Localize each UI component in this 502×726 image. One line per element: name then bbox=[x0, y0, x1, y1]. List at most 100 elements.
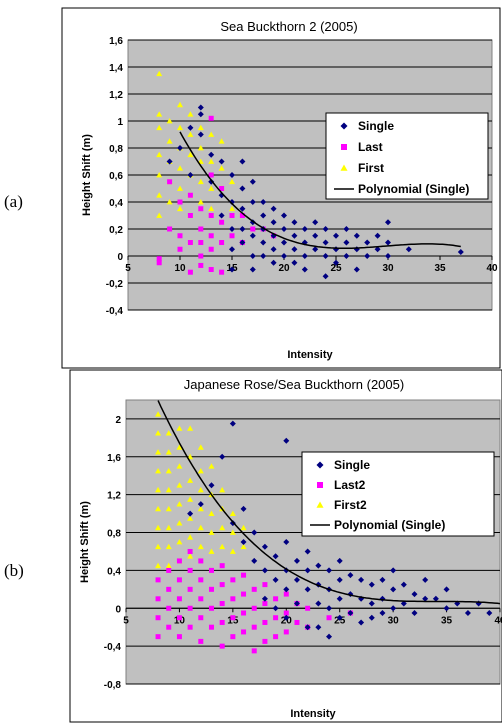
data-point bbox=[251, 605, 257, 611]
data-point bbox=[400, 600, 407, 607]
x-tick-label: 40 bbox=[494, 615, 502, 626]
y-tick-label: -0,4 bbox=[106, 306, 124, 317]
data-point bbox=[390, 567, 397, 574]
data-point bbox=[343, 239, 350, 246]
data-point bbox=[230, 577, 236, 583]
data-point bbox=[312, 232, 319, 239]
y-tick-label: -0,2 bbox=[106, 279, 124, 290]
data-point bbox=[229, 548, 236, 554]
data-point bbox=[229, 246, 235, 253]
data-point bbox=[272, 576, 279, 583]
y-tick-label: 1,6 bbox=[107, 453, 121, 464]
data-point bbox=[187, 567, 193, 573]
data-point bbox=[358, 619, 365, 626]
data-point bbox=[198, 596, 204, 602]
data-point bbox=[208, 624, 214, 630]
data-point bbox=[374, 246, 381, 253]
data-point bbox=[385, 253, 391, 259]
data-point bbox=[187, 240, 193, 245]
y-tick-label: 0,4 bbox=[109, 198, 123, 209]
data-point bbox=[443, 605, 450, 612]
y-tick-label: 0 bbox=[117, 252, 123, 263]
data-point bbox=[251, 557, 258, 564]
legend-box bbox=[301, 451, 495, 537]
data-point bbox=[291, 259, 298, 266]
data-point bbox=[249, 199, 256, 205]
data-point bbox=[250, 226, 256, 232]
data-point bbox=[176, 482, 183, 488]
data-point bbox=[312, 219, 319, 226]
data-point bbox=[241, 572, 247, 578]
data-point bbox=[283, 614, 290, 621]
data-point bbox=[336, 614, 343, 621]
data-point bbox=[165, 430, 172, 436]
data-point bbox=[347, 572, 354, 579]
data-point bbox=[322, 273, 329, 280]
data-point bbox=[165, 543, 172, 550]
data-point bbox=[251, 529, 258, 536]
data-point bbox=[241, 591, 247, 597]
data-point bbox=[374, 232, 381, 239]
data-point bbox=[176, 425, 183, 431]
data-point bbox=[322, 253, 329, 259]
panel-label-b: (b) bbox=[4, 561, 24, 580]
data-point bbox=[187, 510, 194, 517]
data-point bbox=[156, 151, 163, 158]
data-point bbox=[260, 253, 267, 259]
data-point bbox=[155, 411, 162, 417]
data-point bbox=[229, 205, 235, 212]
data-point bbox=[165, 486, 172, 493]
y-tick-label: 0 bbox=[115, 604, 121, 615]
data-point bbox=[390, 605, 397, 612]
legend-label: Polynomial (Single) bbox=[358, 182, 469, 196]
data-point bbox=[281, 239, 287, 246]
data-point bbox=[261, 543, 268, 550]
data-point bbox=[156, 256, 162, 262]
data-point bbox=[197, 505, 204, 512]
data-point bbox=[208, 151, 215, 158]
legend-marker bbox=[316, 461, 324, 469]
data-point bbox=[187, 192, 193, 198]
legend-box bbox=[325, 112, 489, 200]
data-point bbox=[229, 226, 235, 232]
data-point bbox=[176, 444, 183, 450]
data-point bbox=[187, 111, 194, 117]
data-point bbox=[422, 595, 429, 602]
data-point bbox=[219, 524, 226, 531]
data-point bbox=[260, 239, 267, 246]
y-tick-label: 2 bbox=[115, 415, 121, 426]
data-point bbox=[229, 172, 235, 178]
data-point bbox=[208, 233, 214, 239]
data-point bbox=[197, 145, 204, 151]
data-point bbox=[261, 567, 268, 574]
data-point bbox=[405, 246, 412, 253]
data-point bbox=[166, 199, 173, 205]
data-point bbox=[283, 539, 290, 545]
data-point bbox=[281, 212, 287, 219]
data-point bbox=[229, 178, 235, 185]
data-point bbox=[187, 534, 194, 540]
series-single bbox=[166, 104, 464, 280]
data-point bbox=[291, 219, 298, 226]
data-point bbox=[155, 562, 162, 569]
data-point bbox=[301, 266, 308, 273]
data-point bbox=[155, 468, 162, 474]
data-point bbox=[165, 524, 172, 531]
x-tick-label: 5 bbox=[125, 263, 131, 274]
data-point bbox=[156, 212, 163, 218]
y-tick-label: 1,6 bbox=[109, 36, 123, 47]
y-tick-label: 0,8 bbox=[107, 529, 121, 540]
data-point bbox=[229, 420, 236, 427]
data-point bbox=[197, 178, 204, 185]
data-point bbox=[208, 158, 215, 164]
data-point bbox=[197, 104, 204, 111]
data-point bbox=[486, 610, 493, 616]
data-point bbox=[156, 260, 162, 266]
data-point bbox=[208, 605, 214, 611]
data-point bbox=[219, 582, 225, 588]
data-point bbox=[368, 600, 375, 607]
data-point bbox=[353, 266, 360, 273]
x-tick-label: 15 bbox=[227, 615, 239, 626]
data-point bbox=[198, 253, 204, 259]
data-point bbox=[187, 624, 193, 630]
